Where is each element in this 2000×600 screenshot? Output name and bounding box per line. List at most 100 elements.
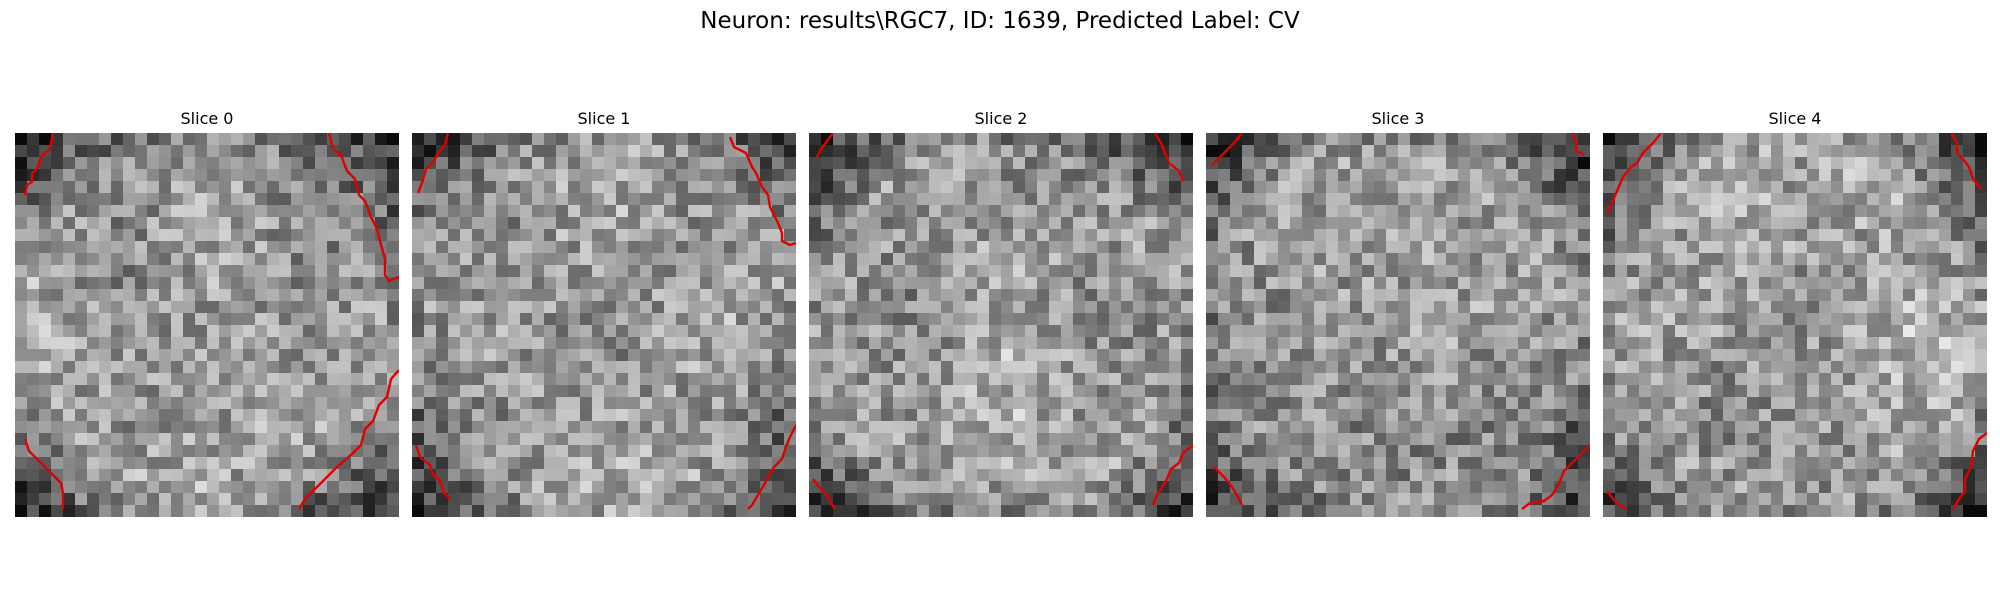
pixel <box>544 217 557 230</box>
pixel <box>1795 253 1808 266</box>
pixel <box>15 157 28 170</box>
pixel <box>1518 481 1531 494</box>
pixel <box>544 469 557 482</box>
pixel <box>303 385 316 398</box>
pixel <box>436 505 449 517</box>
pixel <box>1879 337 1892 350</box>
pixel <box>1783 337 1796 350</box>
pixel <box>640 361 653 374</box>
pixel <box>1326 421 1339 434</box>
pixel <box>1458 277 1471 290</box>
pixel <box>881 337 894 350</box>
pixel <box>736 241 749 254</box>
pixel <box>1121 169 1134 182</box>
pixel <box>424 313 437 326</box>
pixel <box>1711 373 1724 386</box>
pixel <box>1278 469 1291 482</box>
pixel <box>484 373 497 386</box>
pixel <box>303 205 316 218</box>
pixel <box>1903 169 1916 182</box>
pixel <box>604 385 617 398</box>
pixel <box>1073 205 1086 218</box>
pixel <box>869 241 882 254</box>
pixel <box>1097 265 1110 278</box>
pixel <box>1711 181 1724 194</box>
pixel <box>1771 277 1784 290</box>
pixel <box>1001 229 1014 242</box>
pixel <box>1422 457 1435 470</box>
pixel <box>989 277 1002 290</box>
pixel <box>87 145 100 158</box>
pixel <box>1073 241 1086 254</box>
pixel <box>159 193 172 206</box>
pixel <box>1037 241 1050 254</box>
pixel <box>363 157 376 170</box>
pixel <box>700 241 713 254</box>
pixel <box>1530 169 1543 182</box>
pixel <box>39 265 52 278</box>
pixel <box>1145 181 1158 194</box>
pixel <box>1759 145 1772 158</box>
pixel <box>1350 145 1363 158</box>
pixel <box>315 193 328 206</box>
pixel <box>279 481 292 494</box>
pixel <box>1374 313 1387 326</box>
pixel <box>965 349 978 362</box>
pixel <box>881 373 894 386</box>
pixel <box>1554 193 1567 206</box>
pixel <box>1386 157 1399 170</box>
pixel <box>1747 289 1760 302</box>
pixel <box>484 277 497 290</box>
pixel <box>39 229 52 242</box>
pixel <box>496 433 509 446</box>
pixel <box>303 433 316 446</box>
pixel <box>219 433 232 446</box>
pixel <box>760 229 773 242</box>
pixel <box>1554 409 1567 422</box>
pixel <box>255 433 268 446</box>
pixel <box>712 421 725 434</box>
pixel <box>39 301 52 314</box>
pixel <box>1494 373 1507 386</box>
pixel <box>496 481 509 494</box>
pixel <box>1915 169 1928 182</box>
pixel <box>1049 409 1062 422</box>
pixel <box>616 181 629 194</box>
pixel <box>1819 193 1832 206</box>
pixel <box>664 445 677 458</box>
pixel <box>255 241 268 254</box>
pixel <box>1254 241 1267 254</box>
pixel <box>1434 385 1447 398</box>
pixel <box>1747 361 1760 374</box>
pixel <box>147 397 160 410</box>
pixel <box>39 181 52 194</box>
pixel <box>159 337 172 350</box>
pixel <box>1627 277 1640 290</box>
pixel <box>1627 253 1640 266</box>
pixel <box>1350 385 1363 398</box>
pixel <box>1085 445 1098 458</box>
pixel <box>760 301 773 314</box>
pixel <box>628 277 641 290</box>
pixel <box>1374 349 1387 362</box>
pixel <box>496 205 509 218</box>
pixel <box>1482 493 1495 506</box>
pixel <box>1133 217 1146 230</box>
pixel <box>1711 193 1724 206</box>
pixel <box>748 325 761 338</box>
pixel <box>592 469 605 482</box>
pixel <box>1073 505 1086 517</box>
pixel <box>39 217 52 230</box>
pixel <box>881 265 894 278</box>
pixel <box>532 217 545 230</box>
pixel <box>99 397 112 410</box>
pixel <box>183 397 196 410</box>
pixel <box>616 253 629 266</box>
pixel <box>1651 169 1664 182</box>
pixel <box>424 241 437 254</box>
pixel <box>1759 385 1772 398</box>
pixel <box>520 229 533 242</box>
pixel <box>39 277 52 290</box>
pixel <box>1302 385 1315 398</box>
pixel <box>27 313 40 326</box>
